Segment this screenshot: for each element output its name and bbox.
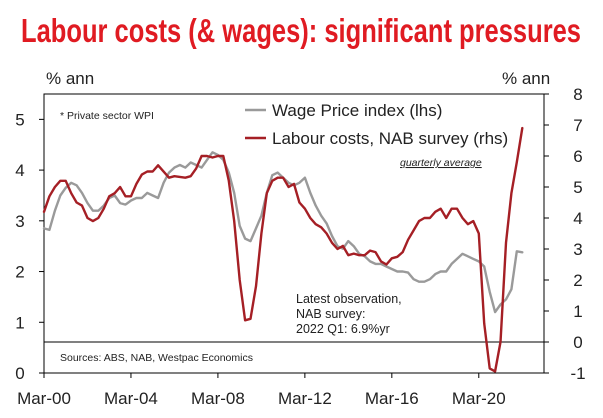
right-axis-unit: % ann: [502, 69, 550, 88]
quarterly-average-note: quarterly average: [400, 157, 482, 169]
right-tick-label: 1: [573, 302, 582, 321]
right-tick-label: 5: [573, 178, 582, 197]
x-tick-label: Mar-00: [17, 389, 71, 408]
series-line-wage-price-index: [42, 151, 524, 314]
x-tick-label: Mar-16: [365, 389, 419, 408]
chart-title: Labour costs (& wages): significant pres…: [21, 12, 581, 49]
right-tick-label: 6: [573, 147, 582, 166]
x-tick-label: Mar-20: [452, 389, 506, 408]
legend-label-wpi: Wage Price index (lhs): [272, 101, 442, 120]
right-tick-label: 4: [573, 209, 582, 228]
series-layer: [42, 126, 524, 373]
plot-area-frame: [43, 93, 545, 374]
right-tick-label: 0: [573, 333, 582, 352]
right-tick-label: 2: [573, 271, 582, 290]
latest-note-line-3: 2022 Q1: 6.9%yr: [296, 322, 390, 336]
footnote: * Private sector WPI: [60, 110, 154, 122]
left-tick-label: 1: [15, 313, 24, 332]
right-tick-label: 3: [573, 240, 582, 259]
sources-note: Sources: ABS, NAB, Westpac Economics: [60, 352, 253, 364]
left-tick-label: 2: [15, 263, 24, 282]
right-tick-label: -1: [570, 364, 585, 383]
latest-note-line-2: NAB survey:: [296, 307, 365, 321]
x-tick-label: Mar-12: [278, 389, 332, 408]
latest-note-line-1: Latest observation,: [296, 292, 402, 306]
right-axis: -1 0 1 2 3 4 5 6 7 8: [544, 85, 586, 383]
left-axis-unit: % ann: [46, 69, 94, 88]
left-tick-label: 3: [15, 212, 24, 231]
left-tick-label: 4: [15, 161, 24, 180]
right-tick-label: 8: [573, 85, 582, 104]
series-line-nab-labour-costs: [42, 126, 524, 373]
left-tick-label: 0: [15, 364, 24, 383]
x-tick-label: Mar-04: [104, 389, 158, 408]
legend-label-nab: Labour costs, NAB survey (rhs): [272, 129, 508, 148]
right-tick-label: 7: [573, 116, 582, 135]
x-tick-label: Mar-08: [191, 389, 245, 408]
left-tick-label: 5: [15, 110, 24, 129]
x-axis: Mar-00 Mar-04 Mar-08 Mar-12 Mar-16 Mar-20: [17, 373, 506, 408]
left-axis: 0 1 2 3 4 5: [15, 110, 44, 383]
